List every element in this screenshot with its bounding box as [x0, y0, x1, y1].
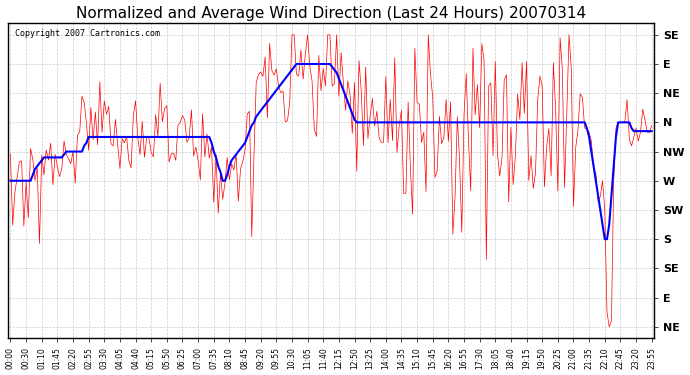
Text: Copyright 2007 Cartronics.com: Copyright 2007 Cartronics.com	[14, 29, 159, 38]
Title: Normalized and Average Wind Direction (Last 24 Hours) 20070314: Normalized and Average Wind Direction (L…	[76, 6, 586, 21]
